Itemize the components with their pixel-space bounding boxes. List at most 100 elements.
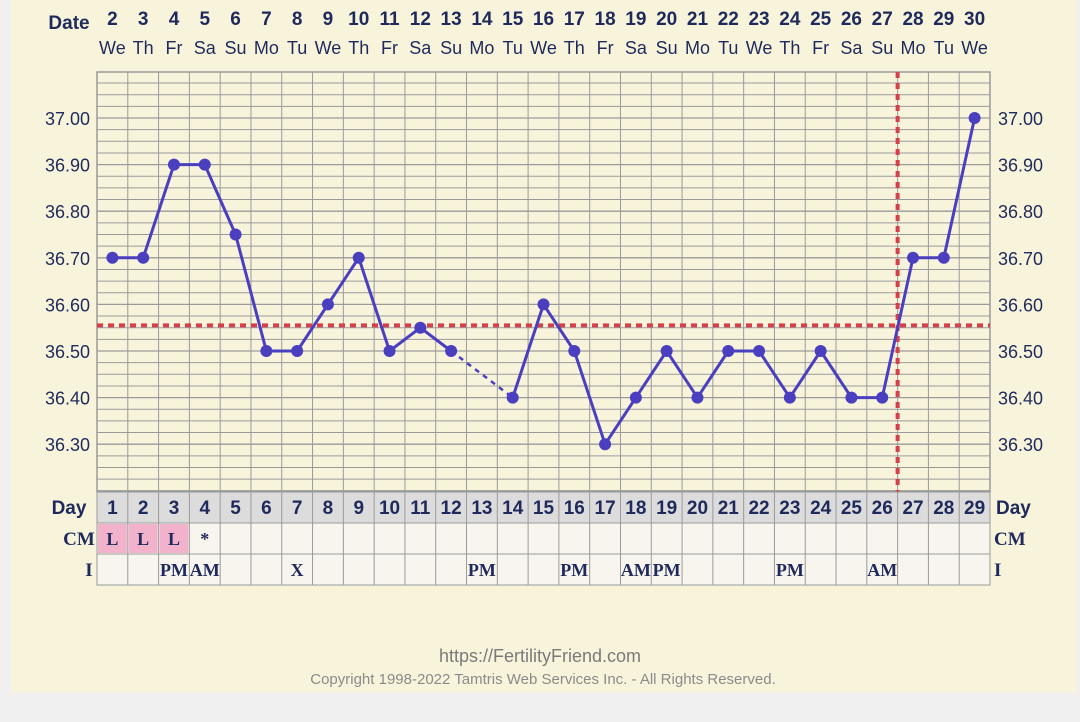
date-label: 12: [410, 9, 431, 30]
temp-segment: [942, 117, 977, 259]
grid: [96, 72, 991, 492]
weekday-label: Sa: [409, 38, 432, 58]
temp-segment: [696, 350, 730, 399]
temp-segment: [141, 164, 176, 259]
day-number: 2: [138, 498, 149, 519]
day-number: 12: [441, 498, 462, 519]
date-label: 8: [292, 9, 303, 30]
y-tick-right: 36.90: [998, 156, 1043, 176]
temp-point: [814, 345, 827, 357]
day-number: 6: [261, 498, 272, 519]
weekday-label: Th: [564, 38, 585, 58]
date-label: 11: [379, 9, 400, 30]
footer-url-link[interactable]: https://FertilityFriend.com: [438, 646, 642, 666]
weekday-label: Th: [779, 38, 800, 58]
temp-point: [106, 251, 119, 264]
weekday-label: We: [99, 38, 126, 58]
weekday-label: Su: [656, 38, 678, 58]
temp-segment: [880, 257, 915, 398]
day-number: 22: [748, 498, 769, 519]
temp-point: [291, 345, 304, 357]
weekday-label: Su: [225, 38, 247, 58]
intercourse-value: AM: [621, 560, 651, 580]
date-label: 17: [564, 9, 585, 30]
day-number: 13: [471, 498, 492, 519]
cm-row-label-right: CM: [994, 529, 1026, 550]
date-row-label: Date: [48, 13, 89, 34]
temp-point: [537, 298, 550, 311]
temp-point: [137, 251, 150, 264]
cm-value: L: [168, 529, 180, 549]
date-label: 26: [841, 9, 862, 30]
i-row-label-left: I: [85, 560, 92, 581]
weekday-label: Th: [348, 38, 369, 58]
day-number: 11: [410, 498, 431, 519]
temp-point: [968, 112, 981, 124]
cm-row-bg: [96, 522, 991, 555]
day-number: 21: [718, 498, 740, 519]
temp-point: [876, 391, 889, 404]
temp-point: [198, 158, 211, 171]
weekday-label: Fr: [381, 38, 398, 58]
intercourse-value: PM: [560, 560, 588, 580]
y-tick-left: 36.60: [45, 295, 90, 315]
date-label: 9: [323, 9, 334, 30]
temp-segment: [511, 303, 545, 399]
day-number: 17: [595, 498, 616, 519]
weekday-label: Fr: [812, 38, 829, 58]
footer-copyright: Copyright 1998-2022 Tamtris Web Services…: [310, 671, 776, 688]
temp-point: [321, 298, 334, 311]
day-number: 15: [533, 498, 555, 519]
y-tick-right: 36.70: [998, 249, 1043, 269]
weekday-label: Tu: [287, 38, 307, 58]
date-label: 2: [107, 9, 118, 30]
date-label: 24: [779, 9, 801, 30]
intercourse-value: X: [291, 560, 304, 580]
day-number: 8: [323, 498, 334, 519]
weekday-label: Su: [440, 38, 462, 58]
temp-segment: [788, 350, 822, 399]
temp-segment: [234, 234, 268, 352]
date-label: 19: [625, 9, 646, 30]
temp-segment: [388, 326, 422, 353]
day-number: 29: [964, 498, 985, 519]
date-label: 18: [595, 9, 616, 30]
day-number: 28: [933, 498, 954, 519]
temp-segment: [419, 326, 453, 353]
day-number: 14: [502, 498, 524, 519]
weekday-label: Th: [133, 38, 154, 58]
weekday-label: Mo: [685, 38, 710, 58]
y-tick-left: 37.00: [45, 109, 90, 129]
temp-segment: [357, 257, 391, 352]
day-number: 10: [379, 498, 400, 519]
i-row-bg: [96, 553, 991, 586]
temp-point: [845, 391, 858, 404]
day-number: 27: [902, 498, 923, 519]
weekday-label: Mo: [901, 38, 926, 58]
weekday-label: We: [530, 38, 557, 58]
y-tick-left: 36.30: [45, 435, 90, 455]
i-row-label-right: I: [994, 560, 1001, 581]
temp-point: [907, 251, 920, 264]
temp-point: [383, 345, 396, 357]
y-tick-right: 36.30: [998, 435, 1043, 455]
temp-point: [753, 345, 766, 357]
temp-point: [445, 345, 458, 357]
y-tick-left: 36.40: [45, 389, 90, 409]
weekday-label: Tu: [718, 38, 738, 58]
weekday-label: Sa: [625, 38, 648, 58]
day-row-label-left: Day: [52, 498, 87, 519]
temp-point: [260, 345, 273, 357]
temp-point: [352, 251, 365, 264]
weekday-label: Sa: [194, 38, 217, 58]
cm-value: L: [137, 529, 149, 549]
y-tick-left: 36.70: [45, 249, 90, 269]
temp-segment: [203, 163, 237, 236]
day-number: 23: [779, 498, 800, 519]
y-tick-right: 36.40: [998, 389, 1043, 409]
temp-gap-segment: [450, 350, 514, 399]
day-row-bg: [96, 491, 991, 524]
date-label: 6: [230, 9, 241, 30]
weekday-label: We: [315, 38, 342, 58]
date-label: 30: [964, 9, 985, 30]
